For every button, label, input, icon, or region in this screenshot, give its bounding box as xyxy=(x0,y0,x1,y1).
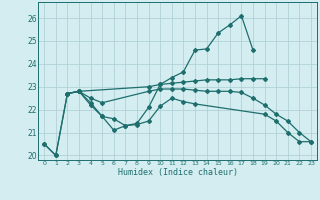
X-axis label: Humidex (Indice chaleur): Humidex (Indice chaleur) xyxy=(118,168,238,177)
